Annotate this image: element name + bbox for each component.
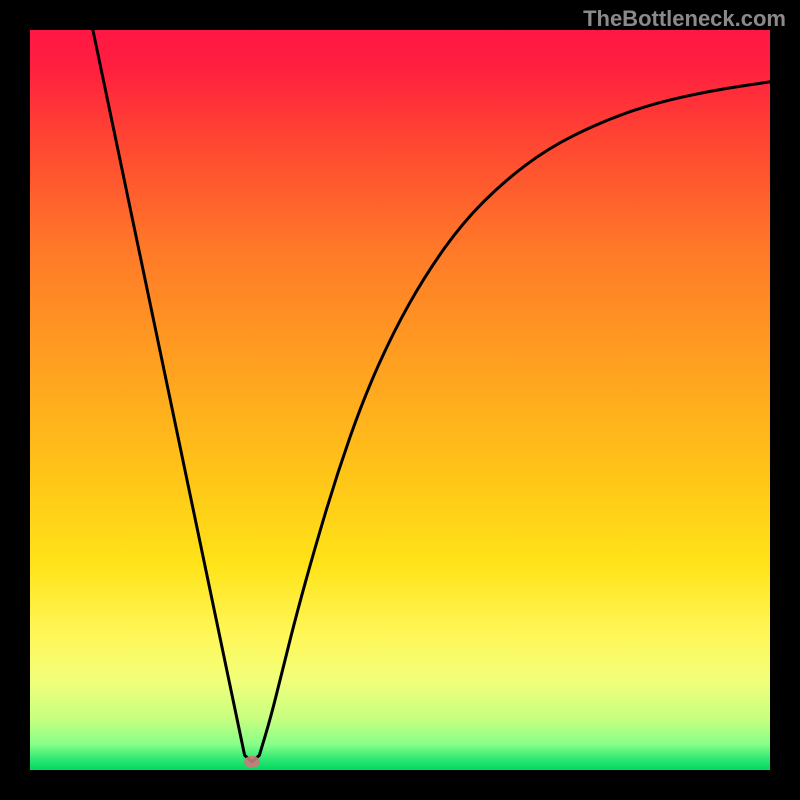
- chart-container: TheBottleneck.com: [0, 0, 800, 800]
- bottleneck-chart: [0, 0, 800, 800]
- minimum-marker: [244, 756, 260, 768]
- plot-background: [30, 30, 770, 770]
- watermark-text: TheBottleneck.com: [583, 6, 786, 32]
